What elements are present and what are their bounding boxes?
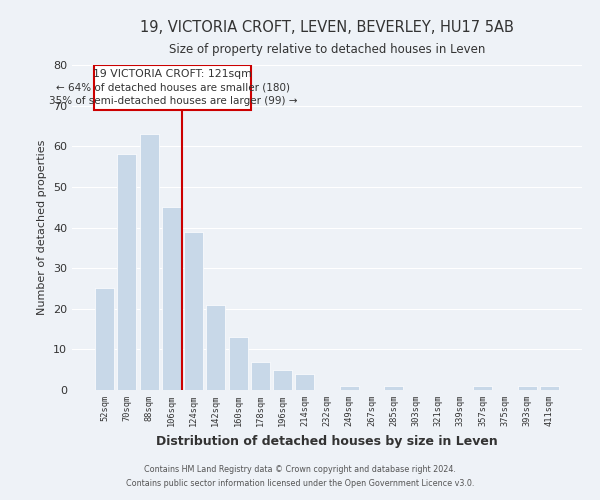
Bar	[206, 304, 225, 390]
Y-axis label: Number of detached properties: Number of detached properties	[37, 140, 47, 315]
Bar	[540, 386, 559, 390]
Bar	[384, 386, 403, 390]
Bar	[95, 288, 114, 390]
Bar	[118, 154, 136, 390]
Bar	[140, 134, 158, 390]
Bar	[295, 374, 314, 390]
X-axis label: Distribution of detached houses by size in Leven: Distribution of detached houses by size …	[156, 434, 498, 448]
Bar	[518, 386, 536, 390]
Bar	[251, 362, 270, 390]
Text: ← 64% of detached houses are smaller (180): ← 64% of detached houses are smaller (18…	[56, 82, 290, 92]
Text: 19, VICTORIA CROFT, LEVEN, BEVERLEY, HU17 5AB: 19, VICTORIA CROFT, LEVEN, BEVERLEY, HU1…	[140, 20, 514, 35]
Bar	[162, 207, 181, 390]
Text: 35% of semi-detached houses are larger (99) →: 35% of semi-detached houses are larger (…	[49, 96, 297, 106]
Bar	[473, 386, 492, 390]
Bar	[229, 337, 248, 390]
Text: 19 VICTORIA CROFT: 121sqm: 19 VICTORIA CROFT: 121sqm	[94, 69, 252, 79]
Bar	[184, 232, 203, 390]
Text: Size of property relative to detached houses in Leven: Size of property relative to detached ho…	[169, 42, 485, 56]
Text: Contains HM Land Registry data © Crown copyright and database right 2024.
Contai: Contains HM Land Registry data © Crown c…	[126, 466, 474, 487]
FancyBboxPatch shape	[94, 65, 251, 110]
Bar	[340, 386, 359, 390]
Bar	[273, 370, 292, 390]
